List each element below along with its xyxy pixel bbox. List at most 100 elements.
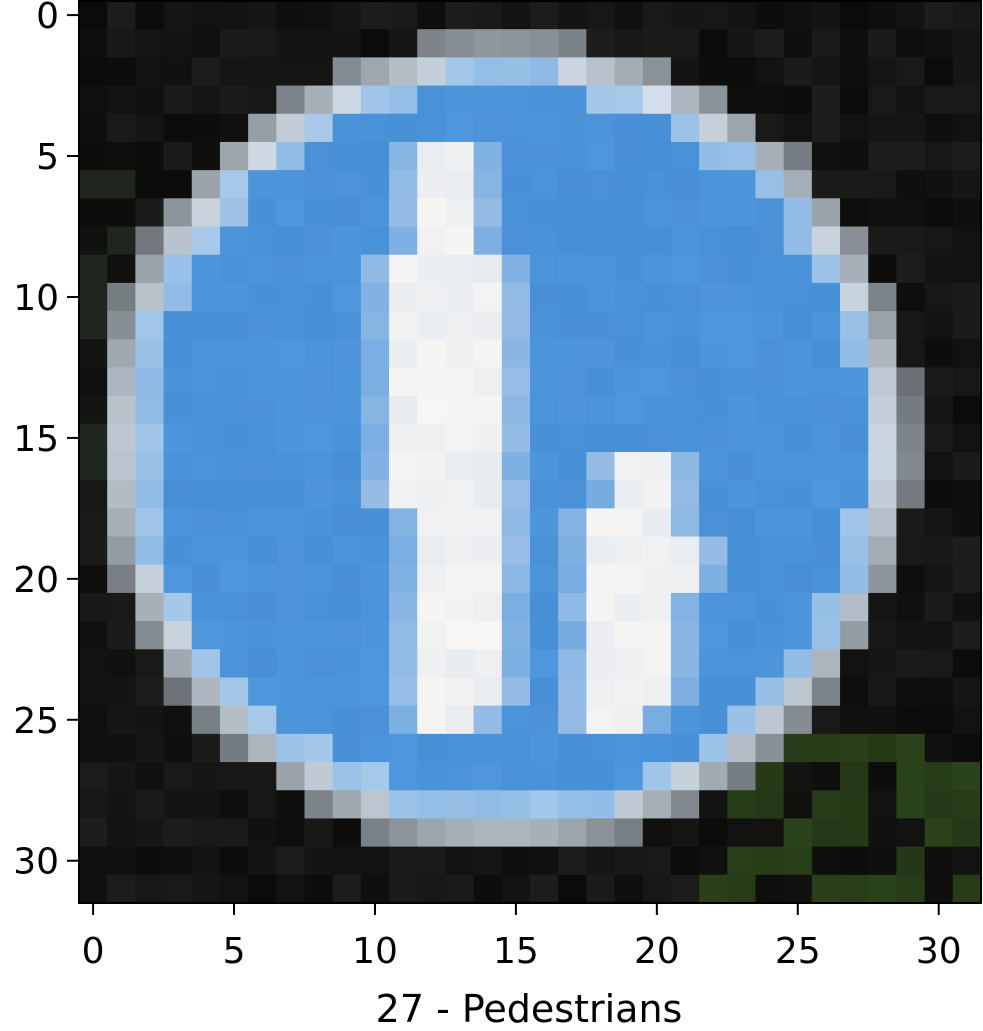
image-pixel (248, 508, 277, 537)
image-pixel (530, 1, 559, 30)
image-pixel (333, 480, 362, 509)
image-pixel (953, 114, 982, 143)
image-pixel (671, 593, 700, 622)
image-pixel (248, 452, 277, 481)
image-pixel (812, 847, 841, 876)
image-pixel (220, 142, 249, 171)
image-pixel (671, 762, 700, 791)
image-pixel (586, 311, 615, 340)
image-pixel (784, 621, 813, 650)
image-pixel (615, 734, 644, 763)
image-pixel (276, 649, 305, 678)
image-pixel (784, 29, 813, 58)
image-pixel (756, 875, 785, 904)
image-pixel (784, 339, 813, 368)
image-pixel (361, 255, 390, 284)
image-pixel (953, 706, 982, 735)
image-pixel (643, 142, 672, 171)
image-pixel (417, 508, 446, 537)
image-pixel (502, 621, 531, 650)
image-pixel (305, 170, 334, 199)
image-pixel (643, 227, 672, 256)
image-pixel (502, 706, 531, 735)
image-pixel (445, 114, 474, 143)
image-pixel (812, 227, 841, 256)
image-pixel (79, 170, 108, 199)
image-pixel (445, 537, 474, 566)
image-pixel (79, 734, 108, 763)
image-pixel (586, 198, 615, 227)
image-pixel (79, 537, 108, 566)
image-pixel (699, 86, 728, 115)
image-pixel (671, 537, 700, 566)
image-pixel (615, 565, 644, 594)
image-pixel (558, 565, 587, 594)
image-pixel (192, 227, 221, 256)
image-pixel (474, 847, 503, 876)
image-pixel (953, 678, 982, 707)
image-pixel (79, 227, 108, 256)
image-pixel (840, 452, 869, 481)
image-pixel (699, 367, 728, 396)
image-pixel (727, 367, 756, 396)
image-pixel (305, 706, 334, 735)
image-pixel (79, 762, 108, 791)
image-pixel (445, 875, 474, 904)
image-pixel (727, 762, 756, 791)
image-pixel (220, 452, 249, 481)
image-pixel (474, 227, 503, 256)
image-pixel (305, 86, 334, 115)
image-pixel (925, 311, 954, 340)
image-pixel (840, 706, 869, 735)
image-pixel (896, 593, 925, 622)
image-pixel (305, 142, 334, 171)
image-pixel (389, 367, 418, 396)
image-pixel (389, 57, 418, 86)
image-pixel (305, 283, 334, 312)
image-pixel (305, 452, 334, 481)
image-pixel (671, 227, 700, 256)
image-pixel (727, 283, 756, 312)
image-pixel (896, 621, 925, 650)
image-pixel (474, 565, 503, 594)
image-pixel (615, 311, 644, 340)
image-pixel (445, 255, 474, 284)
image-pixel (248, 649, 277, 678)
image-pixel (164, 339, 193, 368)
image-pixel (530, 396, 559, 425)
image-pixel (164, 227, 193, 256)
image-pixel (445, 170, 474, 199)
image-pixel (333, 565, 362, 594)
image-pixel (925, 762, 954, 791)
image-pixel (220, 396, 249, 425)
image-pixel (276, 678, 305, 707)
image-pixel (135, 367, 164, 396)
image-pixel (699, 621, 728, 650)
image-pixel (530, 170, 559, 199)
image-pixel (896, 367, 925, 396)
image-pixel (727, 678, 756, 707)
image-pixel (220, 198, 249, 227)
image-pixel (586, 480, 615, 509)
image-pixel (305, 593, 334, 622)
image-pixel (896, 424, 925, 453)
image-pixel (276, 818, 305, 847)
image-pixel (361, 790, 390, 819)
image-pixel (192, 142, 221, 171)
image-pixel (756, 255, 785, 284)
image-pixel (220, 649, 249, 678)
image-pixel (615, 762, 644, 791)
image-pixel (727, 142, 756, 171)
image-pixel (868, 227, 897, 256)
image-pixel (445, 593, 474, 622)
image-pixel (727, 593, 756, 622)
x-tick-label: 25 (775, 931, 821, 972)
image-pixel (107, 396, 136, 425)
image-pixel (417, 818, 446, 847)
image-pixel (812, 593, 841, 622)
image-pixel (361, 57, 390, 86)
image-pixel (671, 142, 700, 171)
image-pixel (784, 227, 813, 256)
image-pixel (164, 255, 193, 284)
image-pixel (361, 311, 390, 340)
